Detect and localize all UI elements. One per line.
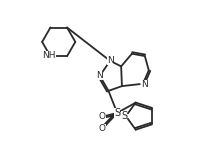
Text: N: N — [141, 80, 148, 88]
Text: NH: NH — [43, 51, 56, 60]
Text: O: O — [99, 124, 105, 133]
Text: N: N — [107, 56, 113, 65]
Text: N: N — [96, 71, 103, 80]
Text: S: S — [121, 111, 127, 121]
Text: S: S — [114, 108, 120, 118]
Text: O: O — [99, 112, 105, 121]
